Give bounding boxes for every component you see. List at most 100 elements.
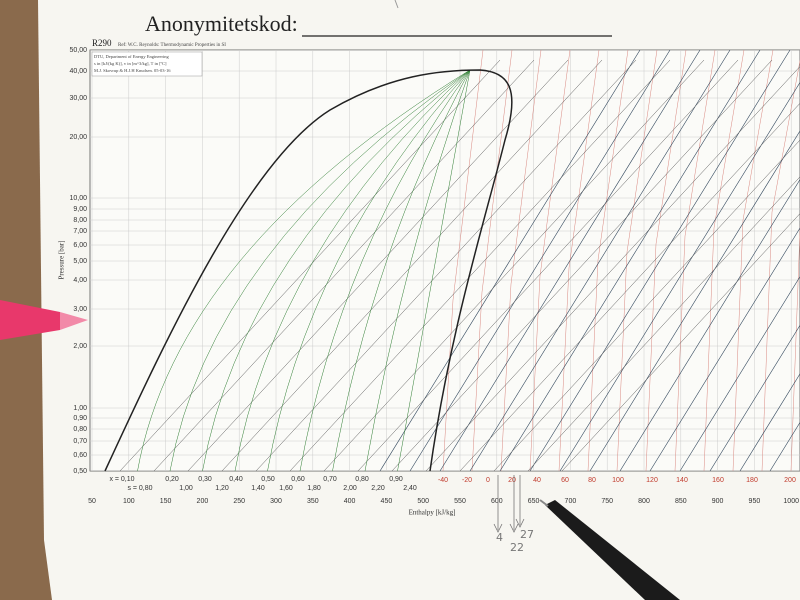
temperature-label: 80	[588, 477, 596, 484]
isotherm	[761, 59, 800, 471]
y-tick-label: 4,00	[73, 277, 87, 284]
temperature-label: 60	[561, 477, 569, 484]
temperature-label: -40	[438, 477, 448, 484]
isochore	[323, 59, 705, 471]
isentrope	[439, 50, 701, 471]
x-tick-label: 450	[381, 498, 393, 505]
x-tick-label: 800	[638, 498, 650, 505]
temperature-label: 120	[646, 477, 658, 484]
saturation-dome	[104, 69, 513, 472]
pencil-arrows	[493, 475, 525, 533]
isotherm	[442, 50, 484, 471]
quality-line	[137, 69, 471, 471]
temperature-label: 180	[746, 477, 758, 484]
temperature-label: 100	[612, 477, 624, 484]
x-tick-label: 150	[160, 498, 172, 505]
isochore	[459, 102, 800, 471]
y-tick-label: 10,00	[69, 195, 87, 202]
handwriting: 22	[510, 541, 524, 554]
temperature-label: 200	[784, 477, 796, 484]
info-line: s in [kJ/(kg K)], v in [m^3/kg], T in [º…	[94, 61, 167, 67]
quality-line	[332, 69, 471, 471]
quality-label: 0,60	[291, 476, 305, 483]
quality-line	[234, 69, 471, 471]
code-label: Anonymitetskod:	[145, 11, 298, 36]
black-pen	[539, 499, 680, 600]
isotherm	[790, 224, 800, 471]
quality-label: 0,50	[261, 476, 275, 483]
quality-line	[169, 69, 471, 471]
x-tick-label: 950	[749, 498, 761, 505]
quality-label: 0,90	[389, 476, 403, 483]
y-tick-label: 1,00	[73, 405, 87, 412]
isotherm	[529, 50, 571, 471]
x-tick-label: 50	[88, 498, 96, 505]
isentrope	[529, 50, 791, 471]
entropy-label: 1,00	[179, 485, 193, 492]
isochore	[527, 176, 800, 471]
y-tick-label: 30,00	[69, 95, 87, 102]
ring	[394, 0, 399, 9]
chart-source: Ref: W.C. Reynolds: Thermodynamic Proper…	[118, 43, 226, 48]
x-tick-label: 900	[712, 498, 724, 505]
x-tick-label: 300	[270, 498, 282, 505]
isotherm	[703, 50, 745, 471]
quality-line	[397, 69, 471, 471]
quality-line	[364, 69, 471, 471]
quality-label: 0,40	[229, 476, 243, 483]
isochore	[289, 59, 671, 471]
x-tick-label: 200	[197, 498, 209, 505]
isentrope	[379, 50, 641, 471]
quality-label: x = 0,10	[109, 476, 134, 483]
y-tick-label: 5,00	[73, 258, 87, 265]
quality-line	[267, 69, 471, 471]
y-axis-label: Pressure [bar]	[58, 240, 66, 279]
isochore	[425, 66, 800, 471]
y-tick-label: 0,90	[73, 415, 87, 422]
y-tick-label: 0,60	[73, 452, 87, 459]
isotherm	[616, 50, 658, 471]
isochore	[357, 59, 739, 471]
x-tick-label: 500	[417, 498, 429, 505]
x-tick-label: 850	[675, 498, 687, 505]
quality-label: 0,20	[165, 476, 179, 483]
x-tick-label: 700	[565, 498, 577, 505]
info-box	[91, 51, 203, 77]
isochore	[561, 213, 800, 471]
y-tick-label: 8,00	[73, 217, 87, 224]
isotherm	[471, 50, 513, 471]
isentrope	[679, 276, 800, 471]
y-tick-label: 2,00	[73, 343, 87, 350]
isotherm	[587, 50, 629, 471]
isochore	[153, 59, 535, 471]
entropy-label: 1,60	[279, 485, 293, 492]
x-tick-label: 750	[601, 498, 613, 505]
y-tick-label: 9,00	[73, 206, 87, 213]
temperature-label: -20	[462, 477, 472, 484]
info-line: M.J. Skovrup & H.J.H Knudsen. 05-03-16	[94, 68, 171, 73]
x-axis-label: Enthalpy [kJ/kg]	[409, 509, 456, 517]
temperature-label: 20	[508, 477, 516, 484]
isochore	[391, 59, 773, 471]
isotherm	[558, 50, 600, 471]
isentrope	[409, 50, 671, 471]
y-tick-label: 0,80	[73, 426, 87, 433]
y-tick-label: 20,00	[69, 134, 87, 141]
y-tick-label: 0,50	[73, 468, 87, 475]
quality-label: 0,30	[198, 476, 212, 483]
entropy-label: 2,00	[343, 485, 357, 492]
y-tick-label: 0,70	[73, 438, 87, 445]
entropy-label: 2,20	[371, 485, 385, 492]
entropy-label: 1,80	[307, 485, 321, 492]
handwriting: 27	[520, 528, 534, 541]
x-tick-label: 350	[307, 498, 319, 505]
x-tick-label: 100	[123, 498, 135, 505]
temperature-label: 160	[712, 477, 724, 484]
x-tick-label: 550	[454, 498, 466, 505]
temperature-label: 0	[486, 477, 490, 484]
quality-label: 0,70	[323, 476, 337, 483]
info-line: DTU, Department of Energy Engineering	[94, 54, 170, 60]
isentrope	[739, 373, 800, 471]
